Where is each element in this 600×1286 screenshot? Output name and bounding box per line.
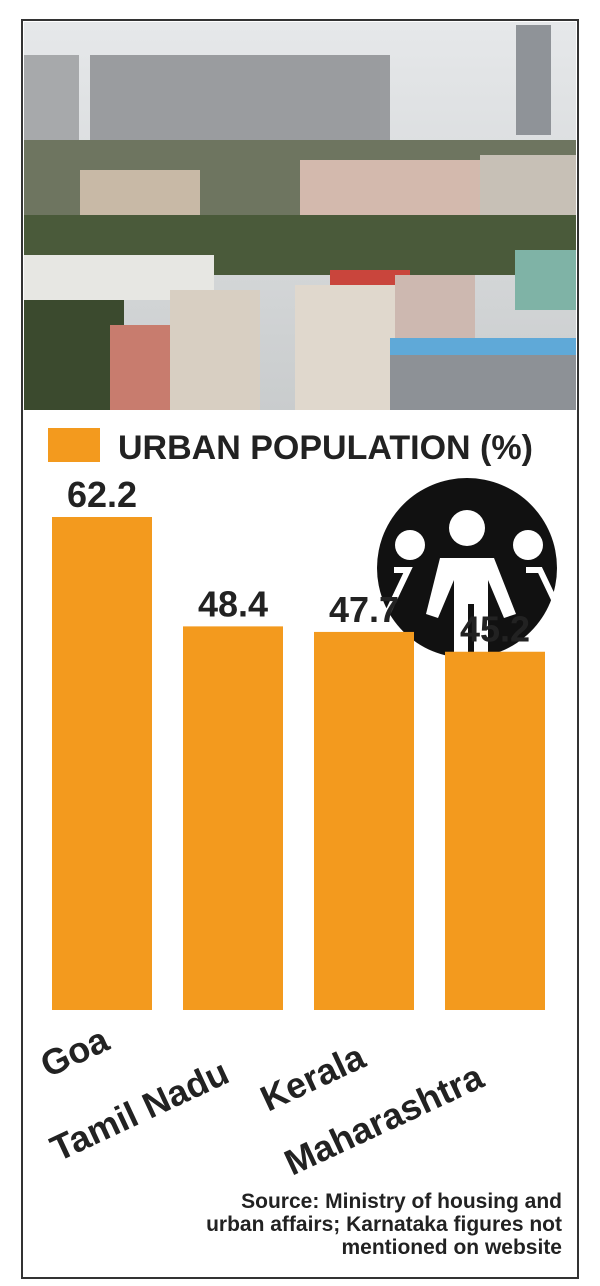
data-label: 47.7 — [329, 589, 399, 630]
source-note: mentioned on website — [341, 1236, 562, 1259]
legend-swatch — [48, 428, 100, 462]
source-note: urban affairs; Karnataka figures not — [206, 1213, 562, 1236]
data-label: 48.4 — [198, 583, 268, 624]
legend-label: URBAN POPULATION (%) — [118, 429, 533, 467]
people-icon — [377, 478, 563, 658]
data-label: 45.2 — [460, 609, 530, 650]
bar — [445, 651, 545, 1010]
bar — [52, 517, 152, 1010]
source-note: Source: Ministry of housing and — [241, 1190, 562, 1213]
bar — [314, 631, 414, 1010]
bar — [183, 626, 283, 1010]
photo — [24, 22, 576, 410]
data-label: 62.2 — [67, 474, 137, 515]
